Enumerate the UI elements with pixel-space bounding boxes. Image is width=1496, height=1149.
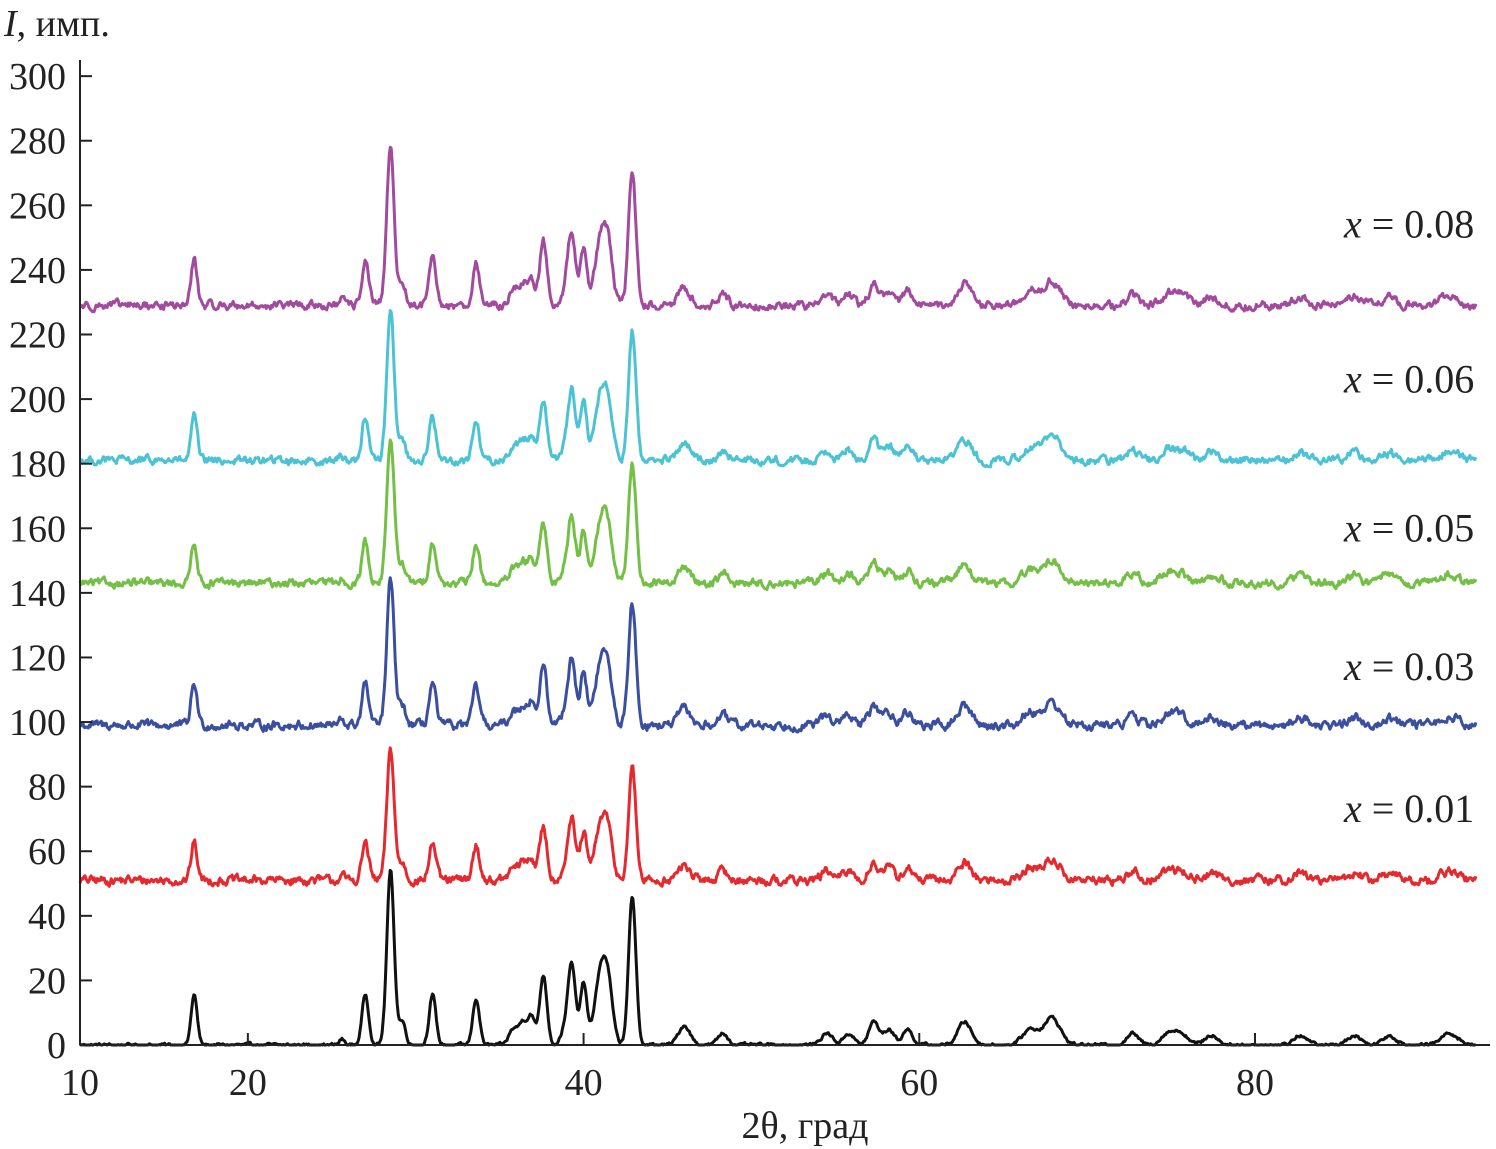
series-labels: x = 0.01 x = 0.03 x = 0.05 x = 0.06 x = 0.08 (1343, 202, 1474, 832)
series-line-5 (78, 145, 1478, 314)
series-line-0 (79, 868, 1477, 1047)
y-tick-label: 180 (9, 444, 66, 486)
series-line-3 (78, 438, 1478, 592)
y-tick-label: 220 (9, 315, 66, 357)
y-axis-symbol: I (3, 3, 19, 45)
x-axis-ticks: 10 20 40 60 80 (61, 1033, 1274, 1104)
x-tick-label: 60 (900, 1062, 938, 1104)
y-tick-label: 0 (47, 1025, 66, 1067)
y-tick-label: 160 (9, 508, 66, 550)
series-line-4 (78, 309, 1478, 469)
x-tick-label: 10 (61, 1062, 99, 1104)
plot-series (78, 145, 1478, 1047)
y-tick-label: 20 (28, 960, 66, 1002)
y-tick-label: 200 (9, 379, 66, 421)
series-label-1: x = 0.01 (1343, 786, 1474, 831)
y-tick-label: 120 (9, 637, 66, 679)
y-tick-label: 60 (28, 831, 66, 873)
x-tick-label: 80 (1236, 1062, 1274, 1104)
y-tick-label: 80 (28, 767, 66, 809)
series-label-3: x = 0.05 (1343, 505, 1474, 550)
y-axis-title: I, имп. (3, 3, 110, 45)
series-line-2 (79, 576, 1478, 734)
x-tick-label: 20 (229, 1062, 267, 1104)
x-axis-title: 2θ, град (742, 1105, 869, 1147)
series-line-1 (78, 746, 1478, 888)
y-tick-label: 240 (9, 250, 66, 292)
y-axis-unit: , имп. (17, 3, 110, 45)
series-label-4: x = 0.06 (1343, 357, 1474, 402)
series-label-2: x = 0.03 (1343, 644, 1474, 689)
y-axis-ticks: 0 20 40 60 80 100 120 140 160 180 200 220 240 260 280 3… (9, 56, 92, 1067)
y-tick-label: 140 (9, 573, 66, 615)
y-tick-label: 260 (9, 185, 66, 227)
y-tick-label: 40 (28, 896, 66, 938)
y-tick-label: 280 (9, 121, 66, 163)
y-tick-label: 100 (9, 702, 66, 744)
series-label-5: x = 0.08 (1343, 202, 1474, 247)
y-tick-label: 300 (9, 56, 66, 98)
x-tick-label: 40 (565, 1062, 603, 1104)
